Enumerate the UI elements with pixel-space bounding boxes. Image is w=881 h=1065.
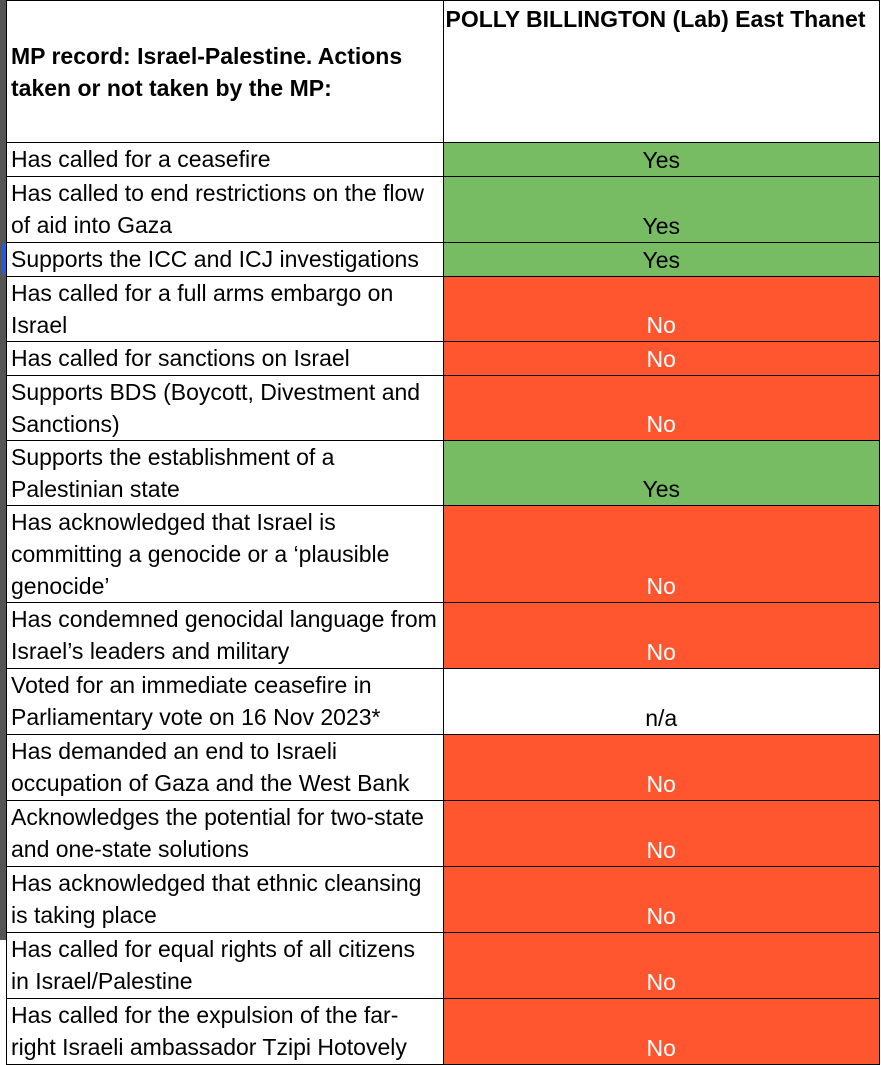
action-cell: Supports the establishment of a Palestin…	[6, 440, 444, 506]
table-row: Has called to end restrictions on the fl…	[6, 176, 880, 243]
action-cell: Has called for a full arms embargo on Is…	[6, 276, 444, 342]
action-cell: Has acknowledged that Israel is committi…	[6, 505, 444, 603]
answer-cell: Yes	[442, 440, 880, 506]
table-row: Supports the ICC and ICJ investigations Y…	[6, 242, 880, 277]
action-cell: Has called for the expulsion of the far-…	[6, 998, 444, 1065]
column-header: POLLY BILLINGTON (Lab) East Thanet	[442, 0, 880, 143]
table-row: Supports the establishment of a Palestin…	[6, 440, 880, 506]
action-cell: Has acknowledged that ethnic cleansing i…	[6, 866, 444, 933]
answer-cell: Yes	[442, 242, 880, 277]
table-row: Supports BDS (Boycott, Divestment and Sa…	[6, 375, 880, 441]
answer-cell: No	[442, 932, 880, 999]
action-cell: Acknowledges the potential for two-state…	[6, 800, 444, 867]
answer-cell: Yes	[442, 176, 880, 243]
table-row: Has called for the expulsion of the far-…	[6, 998, 880, 1065]
answer-cell: Yes	[442, 142, 880, 177]
action-cell: Supports BDS (Boycott, Divestment and Sa…	[6, 375, 444, 441]
action-cell: Has condemned genocidal language from Is…	[6, 602, 444, 669]
table-row: Voted for an immediate ceasefire in Parl…	[6, 668, 880, 735]
answer-cell: No	[442, 505, 880, 603]
answer-cell: No	[442, 341, 880, 376]
answer-cell: No	[442, 998, 880, 1065]
table-row: Has called for a full arms embargo on Is…	[6, 276, 880, 342]
action-cell: Has called to end restrictions on the fl…	[6, 176, 444, 243]
table-row: Has acknowledged that Israel is committi…	[6, 505, 880, 603]
table-row: Has called for equal rights of all citiz…	[6, 932, 880, 999]
answer-cell: No	[442, 276, 880, 342]
record-table: MP record: Israel-Palestine. Actions tak…	[6, 0, 880, 1065]
action-cell: Supports the ICC and ICJ investigations	[6, 242, 444, 277]
action-cell: Has called for equal rights of all citiz…	[6, 932, 444, 999]
answer-cell: No	[442, 800, 880, 867]
table-title: MP record: Israel-Palestine. Actions tak…	[6, 0, 444, 143]
window-edge	[0, 0, 6, 940]
table-row: Has demanded an end to Israeli occupatio…	[6, 734, 880, 801]
answer-cell: n/a	[442, 668, 880, 735]
action-cell: Has called for a ceasefire	[6, 142, 444, 177]
table-row: Has condemned genocidal language from Is…	[6, 602, 880, 669]
header-row: MP record: Israel-Palestine. Actions tak…	[6, 0, 880, 143]
table-body: Has called for a ceasefire Yes Has called …	[6, 142, 880, 1065]
answer-cell: No	[442, 375, 880, 441]
table-row: Acknowledges the potential for two-state…	[6, 800, 880, 867]
selection-marker	[2, 244, 6, 274]
table-row: Has acknowledged that ethnic cleansing i…	[6, 866, 880, 933]
answer-cell: No	[442, 866, 880, 933]
table-row: Has called for sanctions on Israel No	[6, 341, 880, 376]
action-cell: Voted for an immediate ceasefire in Parl…	[6, 668, 444, 735]
answer-cell: No	[442, 602, 880, 669]
action-cell: Has called for sanctions on Israel	[6, 341, 444, 376]
action-cell: Has demanded an end to Israeli occupatio…	[6, 734, 444, 801]
answer-cell: No	[442, 734, 880, 801]
table-row: Has called for a ceasefire Yes	[6, 142, 880, 177]
